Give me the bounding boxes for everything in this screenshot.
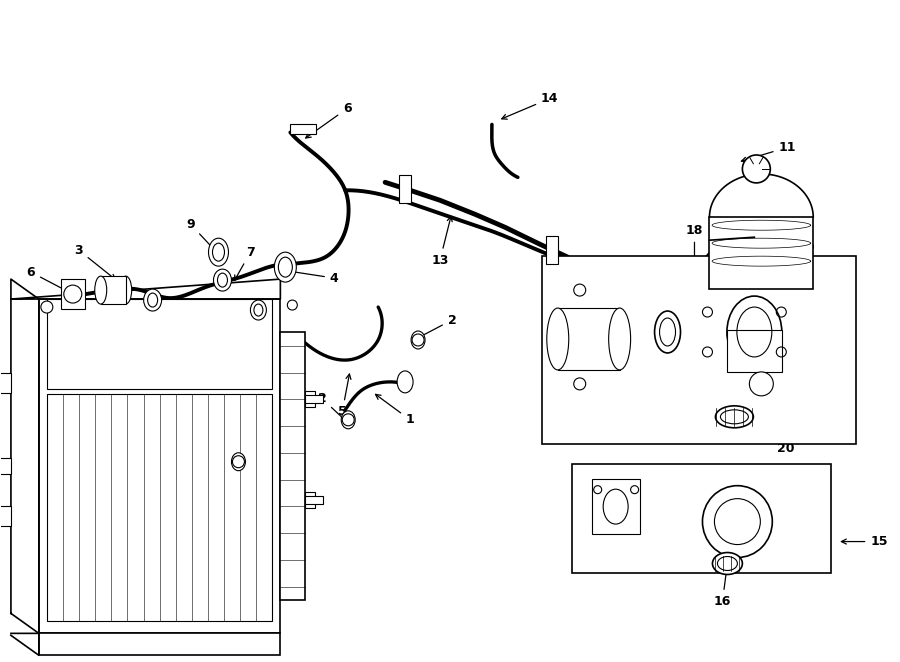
Bar xyxy=(39,299,281,634)
Bar xyxy=(305,395,323,403)
Text: 7: 7 xyxy=(235,246,255,281)
Text: 4: 4 xyxy=(286,269,338,285)
Circle shape xyxy=(412,334,424,346)
Bar xyxy=(558,308,619,370)
Ellipse shape xyxy=(411,331,425,349)
Circle shape xyxy=(232,455,245,468)
Ellipse shape xyxy=(715,498,760,545)
Text: 20: 20 xyxy=(741,426,794,455)
Text: 12: 12 xyxy=(588,266,606,314)
Text: 2: 2 xyxy=(414,314,456,340)
Ellipse shape xyxy=(250,300,266,320)
Ellipse shape xyxy=(231,453,246,471)
Text: 10: 10 xyxy=(759,241,815,254)
Text: 3: 3 xyxy=(75,244,115,279)
Text: 8: 8 xyxy=(248,318,263,363)
Bar xyxy=(0,506,11,526)
Circle shape xyxy=(40,301,53,313)
Text: 2: 2 xyxy=(202,464,235,493)
Bar xyxy=(399,175,411,203)
Polygon shape xyxy=(11,279,39,634)
Text: 2: 2 xyxy=(318,393,349,424)
Text: 5: 5 xyxy=(338,374,351,418)
Bar xyxy=(0,458,11,474)
Bar xyxy=(305,496,323,504)
Bar xyxy=(281,332,305,600)
Text: 11: 11 xyxy=(742,141,796,162)
Ellipse shape xyxy=(547,308,569,370)
Ellipse shape xyxy=(603,489,628,524)
Text: 14: 14 xyxy=(501,92,559,119)
Bar xyxy=(291,124,316,134)
Circle shape xyxy=(342,414,355,426)
Text: 16: 16 xyxy=(714,567,731,608)
Ellipse shape xyxy=(713,553,742,575)
Text: 1: 1 xyxy=(375,395,415,426)
Ellipse shape xyxy=(720,410,749,424)
Bar xyxy=(47,394,273,622)
Bar xyxy=(0,373,11,393)
Bar xyxy=(47,299,273,389)
Bar xyxy=(305,391,315,407)
Text: 19: 19 xyxy=(705,389,762,425)
Bar xyxy=(542,256,856,444)
Polygon shape xyxy=(11,634,39,655)
Bar xyxy=(727,330,782,372)
Ellipse shape xyxy=(209,238,229,266)
Bar xyxy=(39,634,281,655)
Bar xyxy=(305,492,315,508)
Ellipse shape xyxy=(608,308,631,370)
Text: 7: 7 xyxy=(133,308,154,348)
Ellipse shape xyxy=(397,371,413,393)
Ellipse shape xyxy=(716,406,753,428)
Circle shape xyxy=(287,300,297,310)
Text: 15: 15 xyxy=(842,535,887,548)
Bar xyxy=(572,463,832,573)
Bar xyxy=(709,217,814,289)
Text: 18: 18 xyxy=(686,224,703,266)
Text: 9: 9 xyxy=(186,218,216,251)
Bar xyxy=(61,279,85,309)
Ellipse shape xyxy=(717,557,737,571)
Ellipse shape xyxy=(94,276,107,304)
Ellipse shape xyxy=(654,311,680,353)
Text: 6: 6 xyxy=(306,102,352,138)
Bar xyxy=(591,479,640,534)
Ellipse shape xyxy=(120,276,131,304)
Circle shape xyxy=(742,155,770,183)
Text: 6: 6 xyxy=(27,265,69,292)
Polygon shape xyxy=(11,279,281,299)
Ellipse shape xyxy=(341,411,356,429)
Text: 17: 17 xyxy=(625,532,678,545)
Bar xyxy=(545,236,558,264)
Ellipse shape xyxy=(274,252,296,282)
Ellipse shape xyxy=(703,486,772,557)
Bar xyxy=(101,276,126,304)
Ellipse shape xyxy=(727,296,782,368)
Ellipse shape xyxy=(213,269,231,291)
Ellipse shape xyxy=(660,318,676,346)
Circle shape xyxy=(750,372,773,396)
Ellipse shape xyxy=(144,289,162,311)
Text: 13: 13 xyxy=(431,216,452,267)
